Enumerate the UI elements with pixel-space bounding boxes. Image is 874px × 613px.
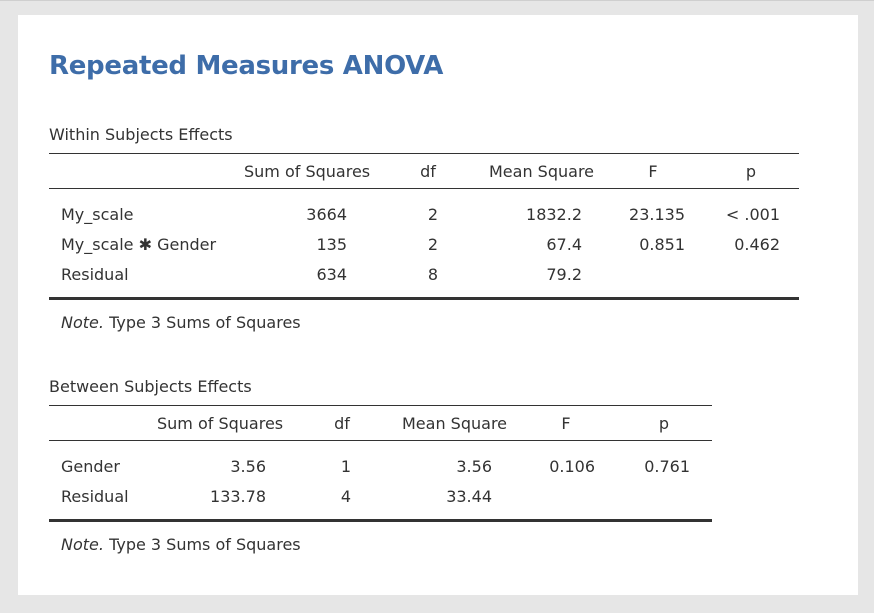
cell-sum-of-squares: 3664 xyxy=(306,205,347,224)
table-top-rule xyxy=(49,405,712,406)
col-header-f: F xyxy=(561,414,571,433)
col-header-f: F xyxy=(648,162,658,181)
col-header-p: p xyxy=(658,414,670,433)
cell-sum-of-squares: 133.78 xyxy=(210,487,266,506)
table-top-rule xyxy=(49,153,799,154)
cell-f: 0.106 xyxy=(549,457,595,476)
cell-p: 0.462 xyxy=(734,235,780,254)
col-header-mean-square: Mean Square xyxy=(402,414,508,433)
cell-p: 0.761 xyxy=(644,457,690,476)
cell-df: 1 xyxy=(340,457,352,476)
cell-df: 4 xyxy=(340,487,352,506)
note-text: Type 3 Sums of Squares xyxy=(109,535,301,554)
window-frame xyxy=(0,0,874,8)
header-rule xyxy=(49,440,712,441)
between-table-caption: Between Subjects Effects xyxy=(49,377,252,396)
cell-mean-square: 79.2 xyxy=(546,265,582,284)
cell-sum-of-squares: 634 xyxy=(316,265,347,284)
col-header-sum-of-squares: Sum of Squares xyxy=(244,162,371,181)
cell-mean-square: 33.44 xyxy=(446,487,492,506)
cell-sum-of-squares: 135 xyxy=(316,235,347,254)
note-text: Type 3 Sums of Squares xyxy=(109,313,301,332)
col-header-p: p xyxy=(745,162,757,181)
col-header-sum-of-squares: Sum of Squares xyxy=(157,414,284,433)
cell-sum-of-squares: 3.56 xyxy=(230,457,266,476)
results-panel: Repeated Measures ANOVA Within Subjects … xyxy=(18,15,858,595)
col-header-mean-square: Mean Square xyxy=(489,162,595,181)
col-header-df: df xyxy=(420,162,436,181)
within-table-caption: Within Subjects Effects xyxy=(49,125,233,144)
row-label: My_scale xyxy=(61,205,134,224)
table-note: Note. Type 3 Sums of Squares xyxy=(61,535,301,554)
header-rule xyxy=(49,188,799,189)
table-bottom-rule xyxy=(49,519,712,522)
cell-df: 8 xyxy=(427,265,439,284)
cell-f: 0.851 xyxy=(639,235,685,254)
cell-mean-square: 1832.2 xyxy=(526,205,582,224)
cell-df: 2 xyxy=(427,235,439,254)
cell-mean-square: 67.4 xyxy=(546,235,582,254)
row-label: Residual xyxy=(61,487,129,506)
col-header-df: df xyxy=(334,414,350,433)
cell-mean-square: 3.56 xyxy=(456,457,492,476)
row-label: Gender xyxy=(61,457,120,476)
table-bottom-rule xyxy=(49,297,799,300)
table-note: Note. Type 3 Sums of Squares xyxy=(61,313,301,332)
analysis-title: Repeated Measures ANOVA xyxy=(49,51,444,81)
row-label: My_scale ✱ Gender xyxy=(61,235,217,254)
cell-p: < .001 xyxy=(725,205,780,224)
note-label: Note. xyxy=(61,313,104,332)
note-label: Note. xyxy=(61,535,104,554)
cell-df: 2 xyxy=(427,205,439,224)
row-label: Residual xyxy=(61,265,129,284)
cell-f: 23.135 xyxy=(629,205,685,224)
